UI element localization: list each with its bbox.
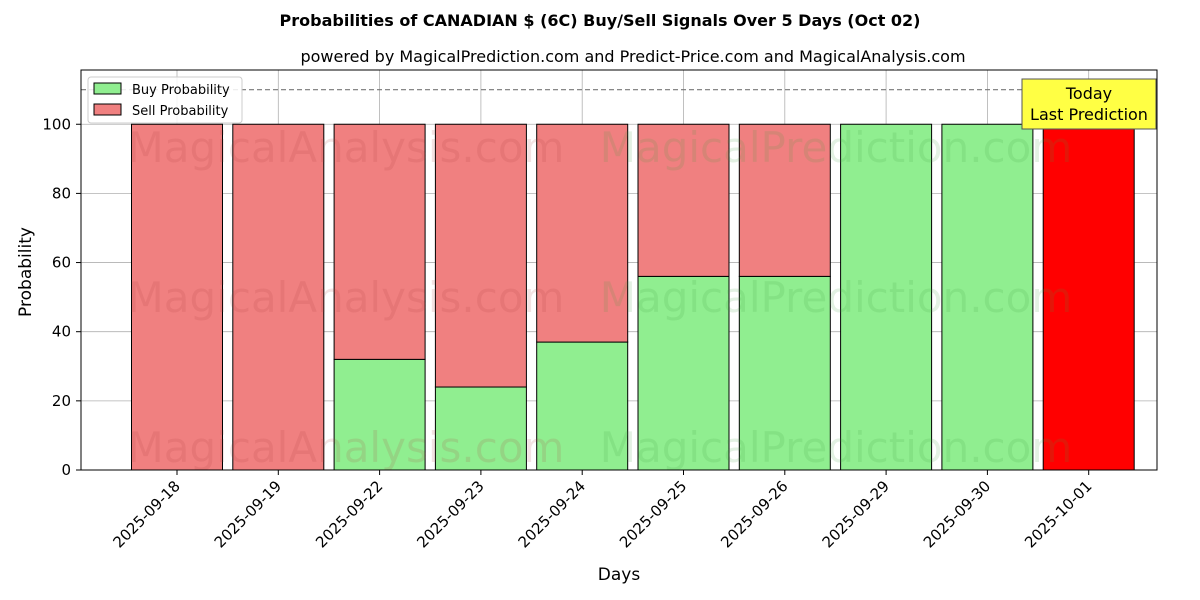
bar-sell — [333, 123, 426, 360]
legend-label-sell: Sell Probability — [132, 104, 229, 119]
bar-buy — [738, 275, 831, 471]
bar-buy — [941, 123, 1034, 471]
x-tick-label: 2025-09-30 — [920, 477, 994, 551]
annotation-line-last-prediction: Last Prediction — [1030, 105, 1148, 124]
watermark-text: MagicalPrediction.com — [600, 123, 1073, 172]
watermark-text: MagicalPrediction.com — [600, 423, 1073, 472]
watermark-text: MagicalAnalysis.com — [128, 423, 565, 472]
legend: Buy Probability Sell Probability — [87, 76, 243, 124]
plot-frame — [80, 69, 1158, 471]
legend-swatch-buy — [93, 82, 122, 95]
y-tick-label: 40 — [52, 323, 71, 341]
annotation-line-today: Today — [1065, 84, 1112, 103]
legend-swatch-sell — [93, 103, 122, 116]
watermark-text: MagicalAnalysis.com — [128, 273, 565, 322]
today-annotation: Today Last Prediction — [1021, 78, 1157, 130]
legend-box — [87, 76, 243, 124]
y-tick-label: 20 — [52, 392, 71, 410]
x-tick-label: 2025-09-19 — [211, 477, 285, 551]
bars-layer — [131, 123, 1135, 471]
bar-sell — [434, 123, 527, 388]
bar-buy — [637, 275, 730, 471]
bar-highlight-today — [1042, 123, 1135, 471]
y-ticks-layer: 0 20 40 60 80 100 — [42, 115, 81, 479]
bar-sell — [536, 123, 629, 343]
bar-buy — [840, 123, 933, 471]
bar-sell — [738, 123, 831, 277]
watermark-text: MagicalAnalysis.com — [128, 123, 565, 172]
watermark-text: MagicalPrediction.com — [600, 273, 1073, 322]
x-tick-label: 2025-09-22 — [312, 477, 386, 551]
x-tick-label: 2025-09-26 — [717, 477, 791, 551]
annotation-box — [1021, 78, 1157, 130]
bar-buy — [536, 341, 629, 471]
y-axis-label: Probability — [16, 227, 36, 317]
y-tick-label: 0 — [61, 461, 71, 479]
watermark-layer: MagicalAnalysis.com MagicalPrediction.com… — [128, 123, 1073, 472]
y-tick-label: 80 — [52, 184, 71, 202]
x-tick-label: 2025-09-24 — [515, 477, 589, 551]
chart-subtitle: powered by MagicalPrediction.com and Pre… — [300, 47, 965, 66]
x-tick-label: 2025-09-18 — [109, 477, 183, 551]
y-tick-label: 100 — [42, 115, 71, 133]
x-ticks-layer: 2025-09-18 2025-09-19 2025-09-22 2025-09-23… — [109, 470, 1096, 551]
bar-sell — [131, 123, 223, 471]
x-tick-label: 2025-09-29 — [819, 477, 893, 551]
x-tick-label: 2025-09-25 — [616, 477, 690, 551]
x-axis-label: Days — [598, 565, 641, 585]
bar-buy — [434, 386, 527, 471]
legend-label-buy: Buy Probability — [132, 83, 230, 98]
y-tick-label: 60 — [52, 254, 71, 272]
chart-title: Probabilities of CANADIAN $ (6C) Buy/Sel… — [280, 11, 921, 30]
x-tick-label: 2025-09-23 — [413, 477, 487, 551]
bar-sell — [637, 123, 730, 277]
x-tick-label: 2025-10-01 — [1021, 477, 1095, 551]
